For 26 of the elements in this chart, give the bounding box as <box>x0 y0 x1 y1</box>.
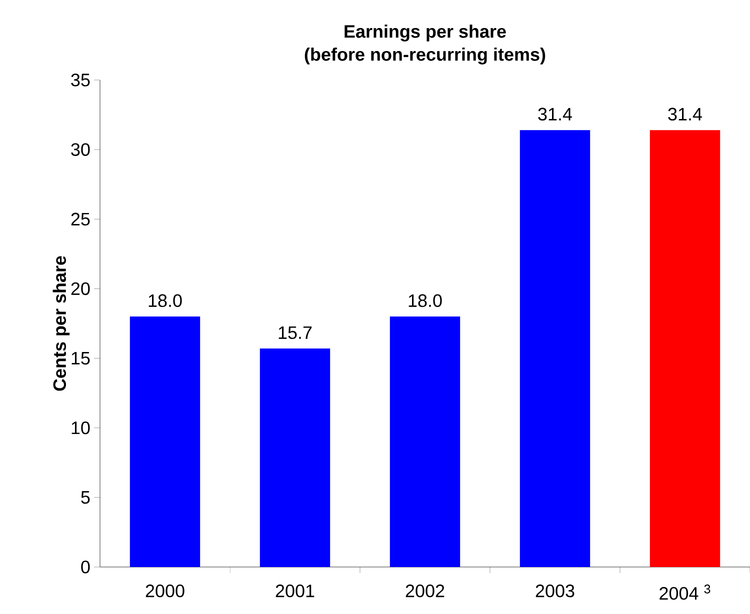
data-label: 31.4 <box>668 108 702 121</box>
y-axis-title: Cents per share <box>52 256 70 391</box>
bar <box>390 316 460 567</box>
bar <box>520 130 590 567</box>
x-tick-label: 2004 $^{3}$ <box>660 584 710 600</box>
data-label: 15.7 <box>278 326 312 340</box>
y-tick-label: 0 <box>81 560 90 574</box>
y-tick-label: 30 <box>71 143 90 156</box>
x-tick-label: 2002 <box>406 584 444 598</box>
y-tick-label: 10 <box>72 421 90 434</box>
data-label: 31.4 <box>538 108 572 121</box>
data-label: 18.0 <box>148 294 182 308</box>
x-tick-label: 2003 <box>536 584 574 598</box>
bar <box>130 316 200 567</box>
chart-subtitle: (before non-recurring items) <box>304 48 546 64</box>
x-tick-label: 2000 <box>146 584 184 598</box>
y-tick-label: 5 <box>81 491 90 504</box>
x-tick-label: 2001 <box>276 584 314 598</box>
y-tick-label: 20 <box>71 282 90 296</box>
bar <box>260 348 330 567</box>
y-tick-label: 15 <box>72 352 90 365</box>
y-tick-label: 35 <box>71 74 90 86</box>
data-label: 18.0 <box>408 294 442 308</box>
y-tick-label: 25 <box>71 212 90 226</box>
bar <box>650 130 720 567</box>
chart-title: Earnings per share <box>344 24 506 42</box>
